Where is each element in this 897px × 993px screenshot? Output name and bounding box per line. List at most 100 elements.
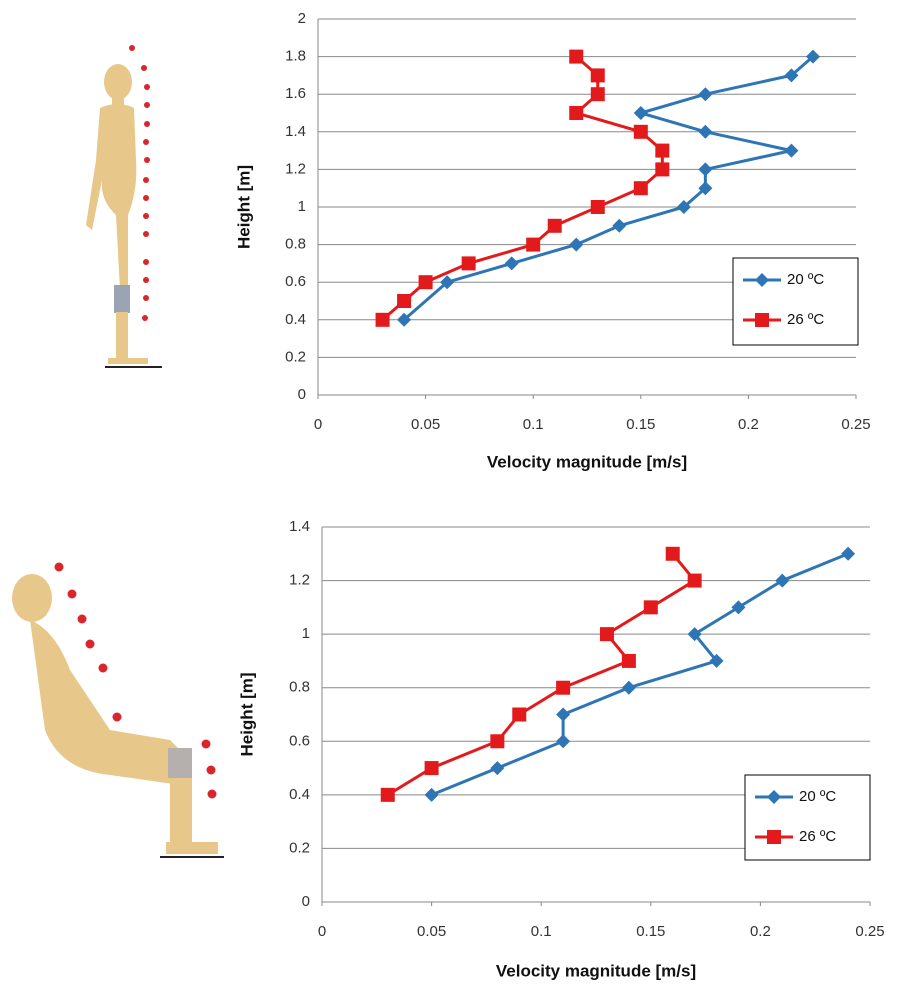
x-tick-label: 0.25: [855, 923, 884, 940]
marker: [424, 787, 439, 802]
marker: [775, 573, 790, 588]
marker: [547, 218, 562, 233]
y-tick-label: 0.2: [289, 839, 310, 856]
marker: [490, 734, 505, 749]
marker: [440, 275, 455, 290]
marker: [655, 143, 670, 158]
marker: [767, 830, 781, 844]
y-tick-label: 0.6: [285, 273, 306, 290]
marker: [655, 162, 670, 177]
marker: [590, 87, 605, 102]
marker: [709, 653, 724, 668]
y-tick-label: 1.8: [285, 48, 306, 65]
marker: [621, 680, 636, 695]
marker: [633, 124, 648, 139]
y-axis-title: Height [m]: [234, 165, 253, 249]
marker: [569, 49, 584, 64]
y-tick-label: 0.4: [289, 786, 310, 803]
x-axis-title: Velocity magnitude [m/s]: [496, 961, 696, 980]
marker: [556, 707, 571, 722]
marker: [698, 87, 713, 102]
marker: [841, 546, 856, 561]
y-tick-label: 1.2: [285, 160, 306, 177]
marker: [556, 680, 571, 695]
marker: [397, 294, 412, 308]
marker: [418, 275, 433, 290]
x-tick-label: 0.2: [738, 416, 759, 433]
marker: [676, 200, 691, 214]
y-tick-label: 1.2: [289, 572, 310, 589]
marker: [526, 237, 541, 252]
marker: [590, 200, 605, 214]
legend-label: 20 ºC: [799, 788, 836, 805]
marker: [504, 256, 519, 271]
series-line: [403, 55, 814, 321]
x-tick-label: 0.25: [841, 416, 870, 433]
y-tick-label: 0: [298, 386, 306, 403]
marker: [767, 790, 781, 804]
y-tick-label: 1: [302, 625, 310, 642]
marker: [599, 627, 614, 642]
seated-mannequin: [12, 574, 224, 858]
y-axis-title: Height [m]: [237, 672, 256, 756]
marker: [375, 312, 390, 327]
y-tick-label: 0.2: [285, 348, 306, 365]
marker: [665, 546, 680, 561]
marker: [612, 218, 627, 233]
y-tick-label: 1.4: [285, 123, 306, 140]
series-line: [431, 552, 849, 797]
marker: [755, 313, 769, 327]
y-tick-label: 1.4: [289, 518, 310, 535]
y-tick-label: 0.4: [285, 311, 306, 328]
x-tick-label: 0.05: [417, 923, 446, 940]
marker: [461, 256, 476, 271]
marker: [755, 273, 769, 287]
marker: [643, 600, 658, 615]
legend-label: 26 ºC: [799, 828, 836, 845]
y-tick-label: 0.6: [289, 732, 310, 749]
y-tick-label: 0.8: [285, 236, 306, 253]
marker: [633, 181, 648, 196]
marker: [556, 734, 571, 749]
x-tick-label: 0.05: [411, 416, 440, 433]
standing-dots: [129, 45, 150, 321]
marker: [731, 600, 746, 615]
legend-label: 20 ºC: [787, 271, 824, 288]
y-tick-label: 0.8: [289, 679, 310, 696]
marker: [424, 761, 439, 776]
y-tick-label: 2: [298, 10, 306, 27]
x-tick-label: 0.1: [523, 416, 544, 433]
marker: [512, 707, 527, 722]
marker: [687, 573, 702, 588]
legend-box: [744, 774, 871, 861]
y-tick-label: 0: [302, 893, 310, 910]
marker: [687, 627, 702, 642]
marker: [621, 653, 636, 668]
y-tick-label: 1.6: [285, 85, 306, 102]
marker: [698, 181, 713, 196]
x-tick-label: 0.1: [531, 923, 552, 940]
marker: [397, 312, 412, 327]
marker: [380, 787, 395, 802]
marker: [569, 106, 584, 120]
marker: [698, 124, 713, 139]
series-line: [386, 552, 697, 797]
x-tick-label: 0: [318, 923, 326, 940]
marker: [784, 68, 799, 83]
marker: [805, 49, 820, 64]
x-tick-label: 0.2: [750, 923, 771, 940]
seated-dots: [54, 562, 217, 799]
x-tick-label: 0.15: [636, 923, 665, 940]
marker: [698, 162, 713, 177]
marker: [633, 106, 648, 120]
marker: [784, 143, 799, 158]
legend-label: 26 ºC: [787, 311, 824, 328]
marker: [569, 237, 584, 252]
x-tick-label: 0: [314, 416, 322, 433]
x-tick-label: 0.15: [626, 416, 655, 433]
marker: [590, 68, 605, 83]
marker: [490, 761, 505, 776]
standing-mannequin: [86, 64, 162, 368]
